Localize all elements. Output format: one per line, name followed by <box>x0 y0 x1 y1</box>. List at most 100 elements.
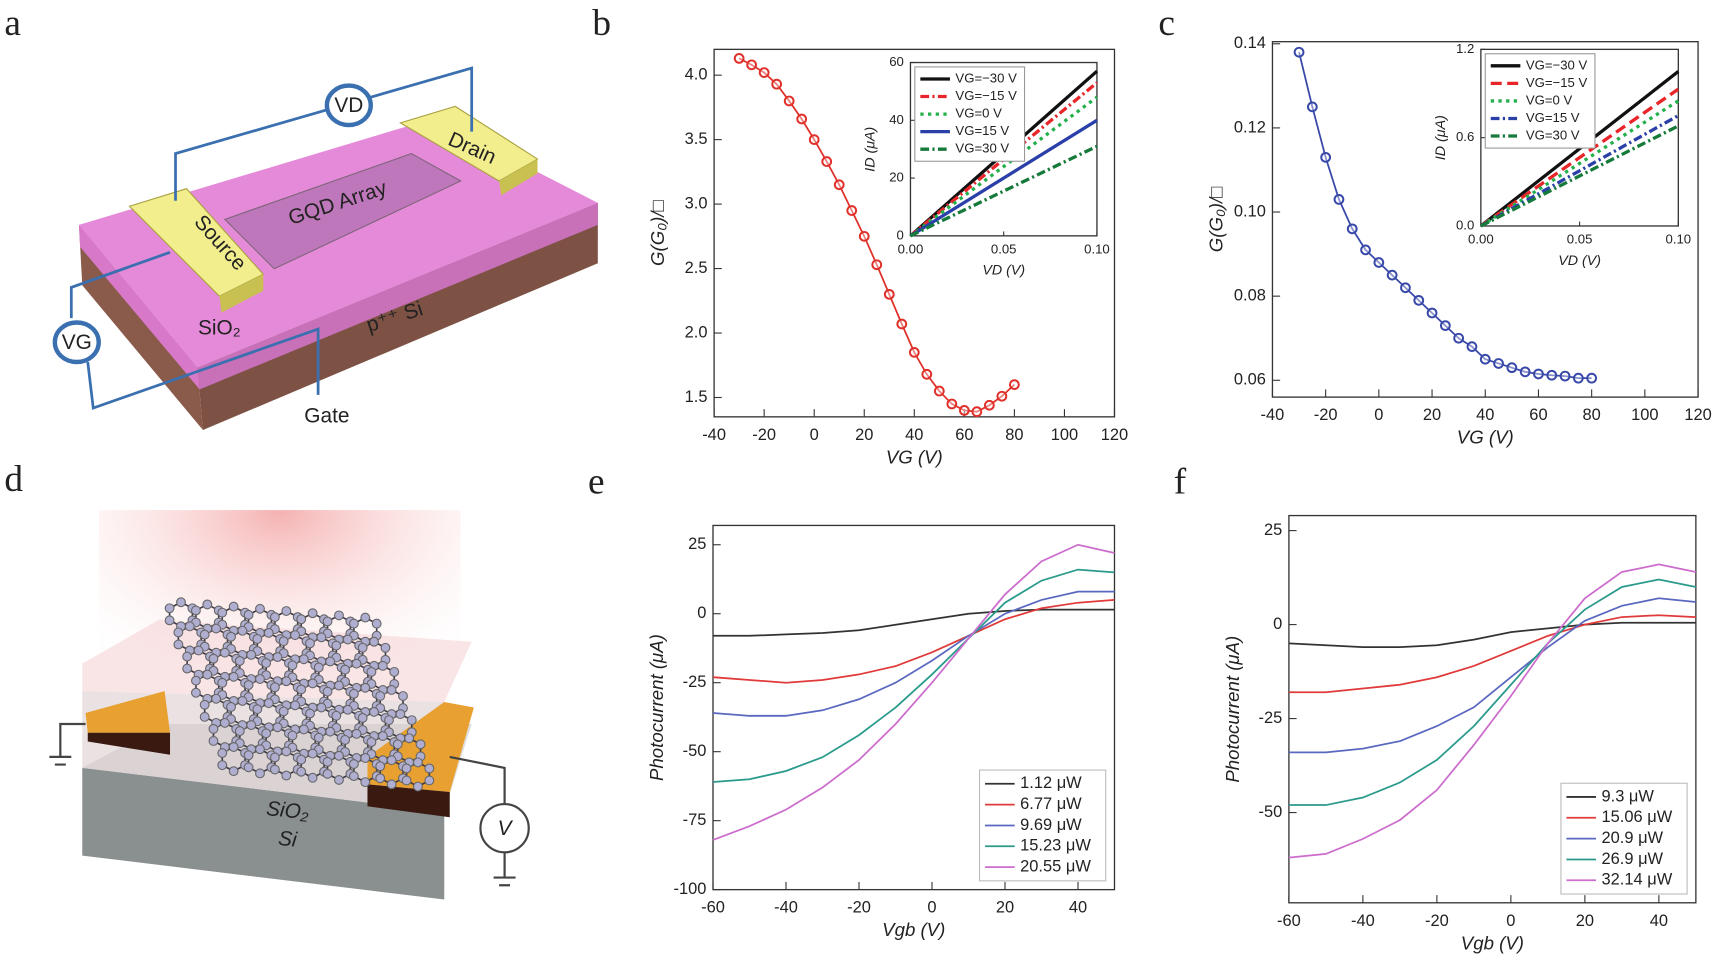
atom <box>334 774 344 785</box>
atom <box>219 717 230 728</box>
legend-label: VG=−15 V <box>1526 75 1588 90</box>
atom <box>263 698 274 709</box>
data-point <box>746 59 758 71</box>
y-axis-label: G(G₀)/□ <box>647 200 668 266</box>
atom <box>199 629 210 640</box>
data-point <box>1306 101 1318 113</box>
y-tick-label: 3.0 <box>685 194 708 212</box>
series-line <box>1479 99 1680 228</box>
atom <box>173 639 184 650</box>
atom <box>298 654 309 665</box>
x-tick-label: 20 <box>855 426 873 444</box>
atom <box>325 726 336 737</box>
atom <box>226 702 236 712</box>
legend-label: 1.12 μW <box>1020 774 1082 792</box>
atom <box>313 662 324 673</box>
label: Gate <box>304 404 349 427</box>
y-tick-label: 0 <box>1273 615 1282 633</box>
atom <box>348 618 359 629</box>
atom <box>255 744 265 755</box>
atom <box>377 731 388 741</box>
gqd-array <box>223 152 462 270</box>
x-tick-label: 80 <box>1005 426 1023 444</box>
atom <box>406 715 417 726</box>
chart: -60 -40 -20 0 20 40 -50 -25 0 25 Vgb (V) Photocurre… <box>1222 514 1697 953</box>
atom <box>412 757 423 768</box>
x-axis-label: VD (V) <box>982 263 1025 279</box>
atom <box>269 682 280 693</box>
atom <box>287 730 298 741</box>
atom <box>173 627 184 638</box>
data-point <box>1346 223 1358 235</box>
atom <box>375 691 386 701</box>
atom <box>342 704 353 715</box>
atom <box>296 754 307 765</box>
series-line <box>909 118 1098 238</box>
legend-label: 32.14 μW <box>1602 871 1673 889</box>
panel-label: e <box>588 461 605 502</box>
data-point <box>908 346 920 358</box>
x-tick-label: 120 <box>1684 406 1711 424</box>
y-tick-label: 0.10 <box>1234 202 1266 220</box>
y-tick-label: 2.5 <box>685 259 708 277</box>
y-tick-label: 1.5 <box>685 388 708 406</box>
atom <box>313 732 324 743</box>
series-line <box>712 590 1115 717</box>
atom <box>281 676 292 687</box>
legend-box <box>914 66 1026 162</box>
y-tick-label: 0.14 <box>1234 34 1266 52</box>
panel-label: b <box>592 3 611 44</box>
series-line <box>909 81 1098 238</box>
y-tick-label: 0 <box>697 604 706 622</box>
legend-label: VG=30 V <box>955 141 1009 156</box>
legend-label: VG=−15 V <box>955 88 1017 103</box>
electrode-edge <box>367 784 450 818</box>
data-point <box>1466 341 1478 353</box>
atom <box>234 655 245 666</box>
graphene-lattice <box>164 597 435 792</box>
y-tick-label: 2.0 <box>685 323 708 341</box>
atom <box>398 691 408 701</box>
x-tick-label: 100 <box>1051 426 1078 444</box>
atom <box>371 618 382 629</box>
atom <box>348 771 359 782</box>
atom <box>357 713 368 723</box>
oxide-side <box>78 224 200 390</box>
atom <box>375 773 386 784</box>
data-point <box>1493 358 1504 369</box>
atom <box>269 612 280 622</box>
y-tick-label: -100 <box>674 880 707 898</box>
series-line <box>712 568 1115 783</box>
data-point <box>1426 307 1438 319</box>
source-electrode <box>128 188 265 297</box>
atom <box>305 708 315 719</box>
x-axis-label: VG (V) <box>1457 427 1514 448</box>
y-tick-label: -50 <box>683 742 707 760</box>
atom <box>287 660 298 671</box>
x-tick-label: 20 <box>1576 912 1594 930</box>
atom <box>202 669 213 680</box>
x-tick-label: 60 <box>1529 406 1547 424</box>
atom <box>348 759 359 769</box>
atom <box>252 634 263 644</box>
atom <box>366 737 377 748</box>
legend-box <box>1484 53 1596 149</box>
data-point <box>1293 46 1305 58</box>
atom <box>208 723 219 734</box>
data-point <box>1333 194 1345 205</box>
label: VG <box>62 331 92 354</box>
atom <box>190 605 201 616</box>
atom <box>255 768 265 779</box>
data-point <box>1479 353 1491 365</box>
legend-label: VG=15 V <box>1526 110 1580 125</box>
atom <box>261 728 272 739</box>
plot-frame <box>1288 514 1697 904</box>
atom <box>269 764 280 775</box>
atom <box>305 638 315 649</box>
atom <box>199 711 210 722</box>
atom <box>366 666 377 677</box>
atom <box>290 700 301 711</box>
y-tick-label: 0 <box>897 227 904 242</box>
atom <box>184 621 195 632</box>
electrode <box>85 691 171 733</box>
